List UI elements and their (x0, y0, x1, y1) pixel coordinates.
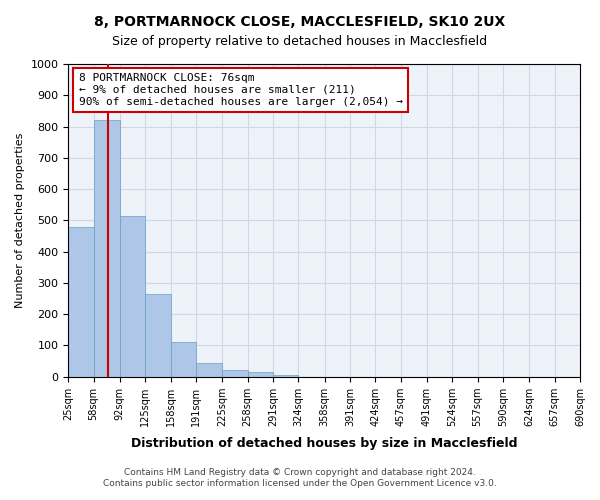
Text: 8, PORTMARNOCK CLOSE, MACCLESFIELD, SK10 2UX: 8, PORTMARNOCK CLOSE, MACCLESFIELD, SK10… (94, 15, 506, 29)
Y-axis label: Number of detached properties: Number of detached properties (15, 132, 25, 308)
Text: Size of property relative to detached houses in Macclesfield: Size of property relative to detached ho… (112, 35, 488, 48)
Bar (196, 362, 222, 376)
Bar (222, 370, 248, 376)
Bar (120, 216, 145, 376)
Bar (145, 294, 170, 376)
X-axis label: Distribution of detached houses by size in Macclesfield: Distribution of detached houses by size … (131, 437, 517, 450)
Bar (273, 375, 298, 376)
Text: Contains HM Land Registry data © Crown copyright and database right 2024.
Contai: Contains HM Land Registry data © Crown c… (103, 468, 497, 487)
Bar (68, 226, 94, 376)
Bar (170, 342, 196, 376)
Bar (94, 120, 120, 376)
Bar (248, 372, 273, 376)
Text: 8 PORTMARNOCK CLOSE: 76sqm
← 9% of detached houses are smaller (211)
90% of semi: 8 PORTMARNOCK CLOSE: 76sqm ← 9% of detac… (79, 74, 403, 106)
